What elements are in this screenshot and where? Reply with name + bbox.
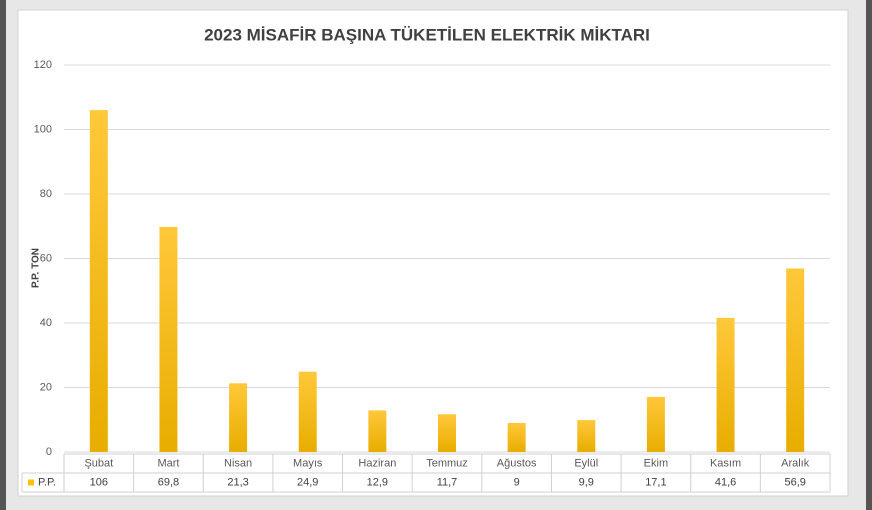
table-value: 69,8 bbox=[158, 476, 179, 488]
x-tick-label: Şubat bbox=[84, 457, 113, 469]
bar bbox=[716, 317, 735, 452]
table-value: 11,7 bbox=[437, 476, 458, 488]
y-tick-label: 0 bbox=[46, 446, 52, 458]
bar bbox=[786, 268, 805, 452]
table-value: 106 bbox=[90, 476, 108, 488]
x-tick-label: Temmuz bbox=[426, 457, 468, 469]
table-value: 9,9 bbox=[579, 476, 594, 488]
y-tick-label: 100 bbox=[34, 123, 52, 135]
y-axis-label: P.P. TON bbox=[31, 248, 42, 288]
bar bbox=[89, 110, 108, 453]
x-tick-label: Aralık bbox=[781, 457, 810, 469]
bar bbox=[229, 383, 248, 452]
y-tick-label: 20 bbox=[40, 381, 52, 393]
bar bbox=[438, 414, 456, 452]
y-tick-label: 120 bbox=[34, 59, 52, 71]
y-tick-label: 60 bbox=[40, 252, 52, 264]
x-tick-label: Nisan bbox=[224, 457, 252, 469]
x-tick-label: Kasım bbox=[710, 457, 741, 469]
table-value: 21,3 bbox=[227, 476, 248, 488]
y-tick-label: 80 bbox=[40, 188, 52, 200]
bar bbox=[298, 371, 317, 452]
table-value: 17,1 bbox=[645, 476, 666, 488]
table-value: 9 bbox=[514, 476, 520, 488]
table-value: 24,9 bbox=[297, 476, 318, 488]
x-tick-label: Eylül bbox=[574, 457, 598, 469]
bar bbox=[507, 422, 526, 452]
bar bbox=[368, 410, 387, 452]
chart-title: 2023 MİSAFİR BAŞINA TÜKETİLEN ELEKTRİK M… bbox=[204, 25, 650, 44]
x-tick-label: Ekim bbox=[644, 457, 668, 469]
y-tick-label: 40 bbox=[40, 317, 52, 329]
bar bbox=[159, 226, 178, 452]
bar bbox=[646, 396, 665, 452]
chart-area bbox=[17, 9, 849, 497]
x-tick-label: Mayıs bbox=[293, 457, 323, 469]
bar bbox=[577, 420, 596, 452]
table-value: 56,9 bbox=[784, 476, 805, 488]
x-tick-label: Ağustos bbox=[497, 457, 537, 469]
x-tick-label: Haziran bbox=[358, 457, 396, 469]
table-value: 12,9 bbox=[367, 476, 388, 488]
table-value: 41,6 bbox=[715, 476, 736, 488]
legend-label: P.P. bbox=[38, 476, 56, 488]
legend-key bbox=[28, 479, 34, 486]
x-tick-label: Mart bbox=[157, 457, 179, 469]
